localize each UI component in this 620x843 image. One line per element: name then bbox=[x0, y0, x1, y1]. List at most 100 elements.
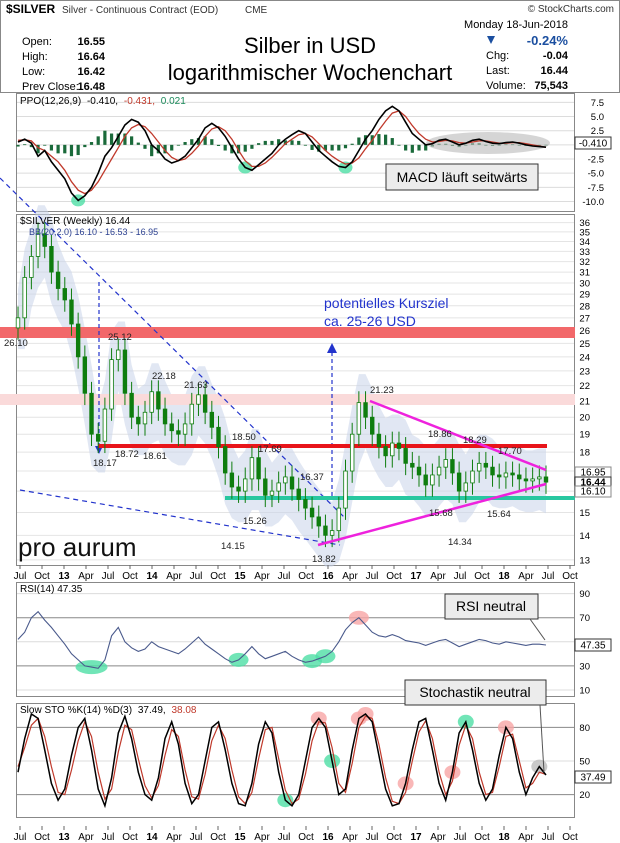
ppo-flat-zone bbox=[426, 132, 550, 154]
ppo-histogram-bar bbox=[190, 139, 194, 145]
sto-legend-d: 38.08 bbox=[171, 705, 196, 716]
x-tick-label: 17 bbox=[410, 571, 422, 582]
price-point-label: 25.12 bbox=[108, 332, 132, 343]
candle-body bbox=[136, 416, 141, 425]
price-last-value: 16.44 bbox=[580, 478, 605, 489]
x-tick-label: Oct bbox=[34, 832, 50, 843]
ppo-histogram-bar bbox=[417, 144, 421, 151]
ppo-annotation: MACD läuft seitwärts bbox=[397, 169, 528, 185]
candle-body bbox=[276, 482, 281, 492]
ppo-legend-value: -0.410, bbox=[87, 96, 118, 107]
ppo-histogram-bar bbox=[203, 136, 207, 145]
ppo-histogram-bar bbox=[283, 140, 287, 145]
stat-label: Low: bbox=[22, 66, 45, 78]
x-tick-label: 18 bbox=[498, 832, 510, 843]
candle-body bbox=[430, 474, 435, 486]
candle-body bbox=[483, 462, 489, 468]
candle-body bbox=[49, 246, 54, 273]
candle-body bbox=[176, 430, 181, 435]
x-tick-label: Apr bbox=[342, 571, 358, 582]
x-tick-label: Apr bbox=[78, 832, 94, 843]
sto-k-line bbox=[17, 712, 547, 809]
stat-label: Chg: bbox=[486, 50, 509, 62]
x-tick-label: Jul bbox=[14, 571, 27, 582]
price-point-label: 18.72 bbox=[115, 449, 139, 460]
x-tick-label: Apr bbox=[430, 832, 446, 843]
ppo-histogram-bar bbox=[290, 140, 294, 145]
candle-body bbox=[390, 442, 395, 457]
candle-body bbox=[396, 442, 402, 449]
price-tick-label: 24 bbox=[579, 352, 590, 363]
candle-body bbox=[209, 411, 215, 428]
ppo-tick-label: -2.5 bbox=[588, 155, 604, 166]
downtrend-line-lower bbox=[19, 489, 341, 546]
price-tick-label: 21 bbox=[579, 397, 590, 408]
ppo-tick-label: 2.5 bbox=[591, 126, 604, 137]
ppo-histogram-bar bbox=[297, 140, 301, 145]
ppo-histogram-bar bbox=[183, 142, 187, 145]
x-tick-label: Jul bbox=[454, 832, 467, 843]
ppo-histogram-bar bbox=[323, 144, 328, 151]
stat-value: -0.04 bbox=[543, 50, 569, 62]
candle-body bbox=[463, 482, 468, 492]
candle-body bbox=[343, 470, 348, 509]
candle-body bbox=[249, 457, 255, 480]
price-tick-label: 35 bbox=[579, 227, 590, 238]
price-point-label: 18.29 bbox=[463, 435, 487, 446]
price-tick-label: 32 bbox=[579, 257, 590, 268]
rsi-line bbox=[17, 610, 547, 669]
candle-body bbox=[416, 466, 422, 476]
instrument-name: Silver - Continuous Contract (EOD) bbox=[62, 5, 218, 16]
price-tick-label: 30 bbox=[579, 278, 590, 289]
x-axis-price: Jul Oct 13 Apr Jul Oct 14 Apr Jul Oct 15 Apr Jul Oct 1… bbox=[14, 565, 578, 582]
x-tick-label: Jul bbox=[542, 571, 555, 582]
stat-label: Volume: bbox=[486, 80, 526, 92]
candle-body bbox=[202, 394, 208, 413]
ppo-histogram-bar bbox=[243, 144, 247, 152]
ppo-histogram-bar bbox=[76, 144, 80, 156]
ppo-histogram-bar bbox=[36, 144, 40, 154]
candle-body bbox=[296, 488, 301, 500]
rsi-legend: RSI(14) 47.35 bbox=[20, 584, 83, 595]
ppo-histogram-bar bbox=[163, 144, 167, 154]
ppo-panel: PPO(12,26,9) -0.410, -0.431, 0.021 7.5 5.… bbox=[16, 93, 612, 212]
ppo-legend-hist: 0.021 bbox=[161, 96, 186, 107]
candle-body bbox=[476, 462, 482, 472]
triangle-upper-line bbox=[369, 399, 547, 472]
ppo-histogram-bar bbox=[303, 144, 307, 146]
ppo-histogram-bar bbox=[330, 144, 334, 151]
ppo-histogram-bar bbox=[257, 143, 261, 145]
x-tick-label: Oct bbox=[298, 832, 314, 843]
price-point-label: 18.17 bbox=[93, 458, 117, 469]
candle-body bbox=[523, 478, 529, 482]
ppo-histogram-bar bbox=[263, 140, 267, 145]
candle-body bbox=[263, 478, 268, 496]
rsi-tick-label: 90 bbox=[579, 589, 590, 600]
candle-body bbox=[42, 233, 47, 247]
ppo-histogram-bar bbox=[350, 143, 354, 145]
ppo-signal-line bbox=[17, 110, 547, 195]
x-tick-label: Apr bbox=[166, 571, 182, 582]
x-tick-label: Oct bbox=[122, 571, 138, 582]
sto-legend-name: Slow STO %K(14) %D(3) bbox=[20, 705, 132, 716]
ppo-histogram-bar bbox=[83, 144, 87, 148]
candle-body bbox=[376, 433, 382, 448]
rsi-tick-label: 30 bbox=[579, 661, 590, 672]
candle-body bbox=[15, 317, 21, 329]
x-tick-label: 16 bbox=[322, 832, 334, 843]
price-point-label: 14.15 bbox=[221, 541, 245, 552]
stat-value: 16.42 bbox=[77, 66, 105, 78]
x-tick-label: Jul bbox=[454, 571, 467, 582]
stat-value: 16.55 bbox=[77, 36, 105, 48]
x-tick-label: Jul bbox=[278, 832, 291, 843]
symbol: $SILVER bbox=[6, 2, 55, 16]
sto-tick-label: 50 bbox=[579, 757, 590, 768]
ppo-histogram-bar bbox=[424, 144, 428, 151]
x-tick-label: Jul bbox=[366, 832, 379, 843]
ppo-histogram-bar bbox=[317, 144, 321, 152]
header-date: Monday 18-Jun-2018 bbox=[464, 19, 568, 31]
ppo-histogram-bar bbox=[223, 144, 227, 151]
x-tick-label: Jul bbox=[14, 832, 27, 843]
price-point-label: 22.18 bbox=[152, 371, 176, 382]
rsi-annotation-pointer bbox=[529, 618, 546, 641]
